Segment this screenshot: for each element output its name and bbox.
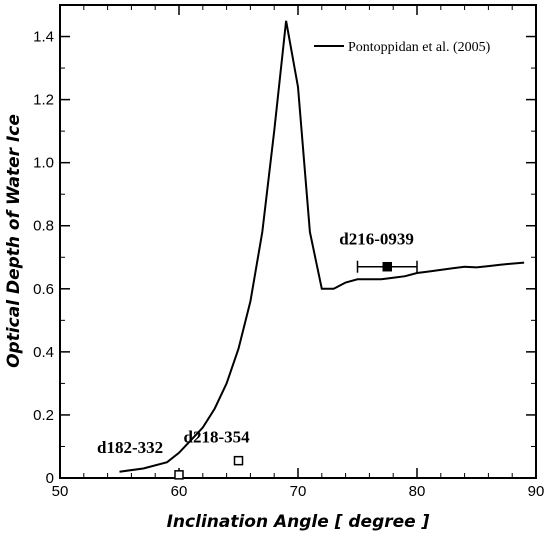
- y-tick-label: 0.2: [33, 407, 54, 424]
- y-tick-label: 0: [46, 470, 54, 487]
- y-tick-label: 0.4: [33, 344, 54, 361]
- data-point-label: d218-354: [184, 428, 251, 447]
- x-tick-label: 60: [171, 483, 188, 500]
- y-tick-label: 1.4: [33, 29, 54, 46]
- ticks: 50 60 70 80 90 0 0.2 0.4 0.6 0.8 1.0 1.2 1.4: [33, 5, 544, 500]
- x-tick-label: 90: [528, 483, 545, 500]
- y-tick-label: 0.6: [33, 281, 54, 298]
- data-point-label: d216-0939: [339, 230, 414, 249]
- data-point-marker: [382, 261, 392, 272]
- data-point-label: d182-332: [97, 438, 163, 457]
- x-tick-label: 50: [52, 483, 69, 500]
- y-axis-title: Optical Depth of Water Ice: [4, 114, 24, 368]
- legend-label: Pontoppidan et al. (2005): [348, 40, 491, 55]
- y-tick-label: 1.2: [33, 92, 54, 109]
- legend: Pontoppidan et al. (2005): [314, 40, 491, 55]
- y-tick-label: 1.0: [33, 155, 54, 172]
- x-tick-label: 80: [409, 483, 426, 500]
- x-axis-title: Inclination Angle [ degree ]: [167, 512, 430, 532]
- series-line-pontoppidan: [119, 20, 525, 473]
- plot-frame: [59, 4, 537, 479]
- x-tick-label: 70: [290, 483, 307, 500]
- y-tick-label: 0.8: [33, 218, 54, 235]
- data-point-marker: [233, 455, 244, 466]
- data-points: d182-332 d218-354 d216-0939: [97, 230, 418, 480]
- data-point-marker: [174, 470, 184, 480]
